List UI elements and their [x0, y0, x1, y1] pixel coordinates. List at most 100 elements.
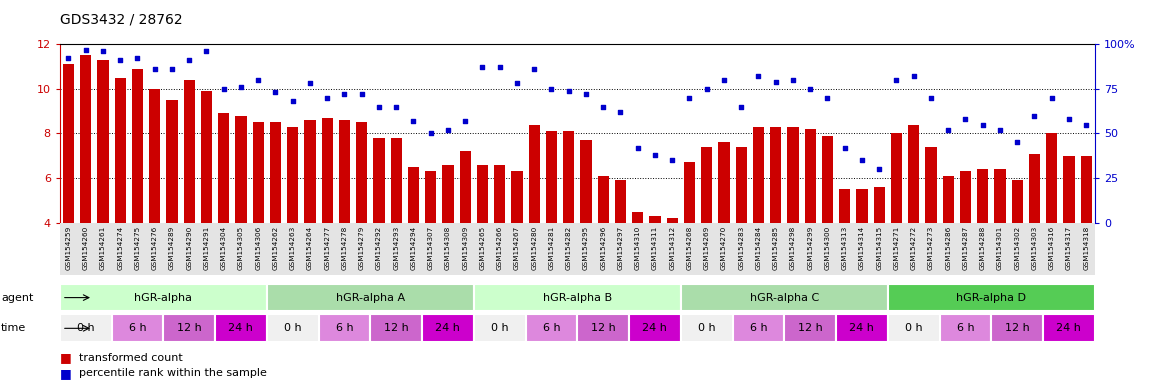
Bar — [94, 223, 112, 275]
Point — [888, 77, 906, 83]
Bar — [836, 314, 888, 342]
Bar — [408, 167, 419, 223]
Bar — [805, 129, 815, 223]
Text: ■: ■ — [60, 351, 71, 364]
Bar — [836, 223, 853, 275]
Bar — [1043, 223, 1060, 275]
Text: 24 h: 24 h — [229, 323, 253, 333]
Text: GSM154316: GSM154316 — [1049, 225, 1055, 270]
Text: GSM154290: GSM154290 — [186, 225, 192, 270]
Bar — [784, 314, 836, 342]
Bar — [1060, 223, 1078, 275]
Text: GSM154305: GSM154305 — [238, 225, 244, 270]
Text: GSM154259: GSM154259 — [66, 225, 71, 270]
Point — [853, 157, 872, 163]
Point — [422, 131, 440, 137]
Bar — [595, 223, 612, 275]
Bar — [853, 223, 871, 275]
Text: GSM154295: GSM154295 — [583, 225, 589, 270]
Point — [301, 80, 320, 86]
Point — [284, 98, 302, 104]
Point — [508, 80, 527, 86]
Bar — [288, 127, 298, 223]
Text: hGR-alpha C: hGR-alpha C — [750, 293, 819, 303]
Bar — [615, 180, 626, 223]
Bar — [612, 223, 629, 275]
Point — [457, 118, 475, 124]
Bar — [664, 223, 681, 275]
Text: GSM154315: GSM154315 — [876, 225, 882, 270]
Bar — [112, 314, 163, 342]
Bar — [457, 223, 474, 275]
Point — [1009, 139, 1027, 146]
Bar — [715, 223, 733, 275]
Bar — [819, 223, 836, 275]
Text: GSM154288: GSM154288 — [980, 225, 986, 270]
Bar — [232, 223, 250, 275]
Bar — [250, 223, 267, 275]
Point — [543, 86, 561, 92]
Bar — [370, 314, 422, 342]
Bar — [840, 189, 850, 223]
Bar — [940, 314, 991, 342]
Bar — [733, 314, 784, 342]
Bar — [198, 223, 215, 275]
Point — [750, 73, 768, 79]
Bar — [905, 223, 922, 275]
Bar — [1043, 314, 1095, 342]
Bar — [474, 223, 491, 275]
Text: GSM154272: GSM154272 — [911, 225, 917, 270]
Bar — [81, 55, 91, 223]
Text: 0 h: 0 h — [491, 323, 508, 333]
Text: GSM154269: GSM154269 — [704, 225, 710, 270]
Bar — [60, 223, 77, 275]
Text: 12 h: 12 h — [1005, 323, 1029, 333]
Point — [991, 127, 1010, 133]
Text: GSM154282: GSM154282 — [566, 225, 572, 270]
Bar — [940, 223, 957, 275]
Point — [370, 104, 389, 110]
Bar — [733, 223, 750, 275]
Bar — [336, 223, 353, 275]
Text: GSM154306: GSM154306 — [255, 225, 261, 270]
Bar — [305, 120, 315, 223]
Bar — [698, 223, 715, 275]
Text: GSM154301: GSM154301 — [997, 225, 1003, 270]
Text: GSM154275: GSM154275 — [135, 225, 140, 270]
Text: GSM154260: GSM154260 — [83, 225, 89, 270]
Text: time: time — [1, 323, 26, 333]
Point — [215, 86, 233, 92]
Text: GSM154281: GSM154281 — [549, 225, 554, 270]
Bar — [370, 223, 388, 275]
Text: transformed count: transformed count — [79, 353, 183, 363]
Point — [405, 118, 423, 124]
Text: GSM154296: GSM154296 — [600, 225, 606, 270]
Bar — [802, 223, 819, 275]
Bar — [356, 122, 367, 223]
Text: 24 h: 24 h — [850, 323, 874, 333]
Point — [129, 55, 147, 61]
Bar — [667, 218, 677, 223]
Point — [802, 86, 820, 92]
Text: GSM154299: GSM154299 — [807, 225, 813, 270]
Text: 12 h: 12 h — [384, 323, 408, 333]
Point — [353, 91, 371, 97]
Bar — [1029, 154, 1040, 223]
Point — [76, 46, 95, 53]
Text: GSM154273: GSM154273 — [928, 225, 934, 270]
Bar — [1081, 156, 1091, 223]
Text: 6 h: 6 h — [750, 323, 767, 333]
Text: 0 h: 0 h — [905, 323, 922, 333]
Bar — [577, 314, 629, 342]
Bar — [1078, 223, 1095, 275]
Point — [1043, 94, 1061, 101]
Bar — [215, 314, 267, 342]
Bar — [943, 176, 953, 223]
Bar — [871, 223, 888, 275]
Bar — [684, 162, 695, 223]
Point — [1060, 116, 1079, 122]
Bar — [63, 64, 74, 223]
Bar — [646, 223, 664, 275]
Text: GSM154312: GSM154312 — [669, 225, 675, 270]
Text: GSM154294: GSM154294 — [411, 225, 416, 270]
